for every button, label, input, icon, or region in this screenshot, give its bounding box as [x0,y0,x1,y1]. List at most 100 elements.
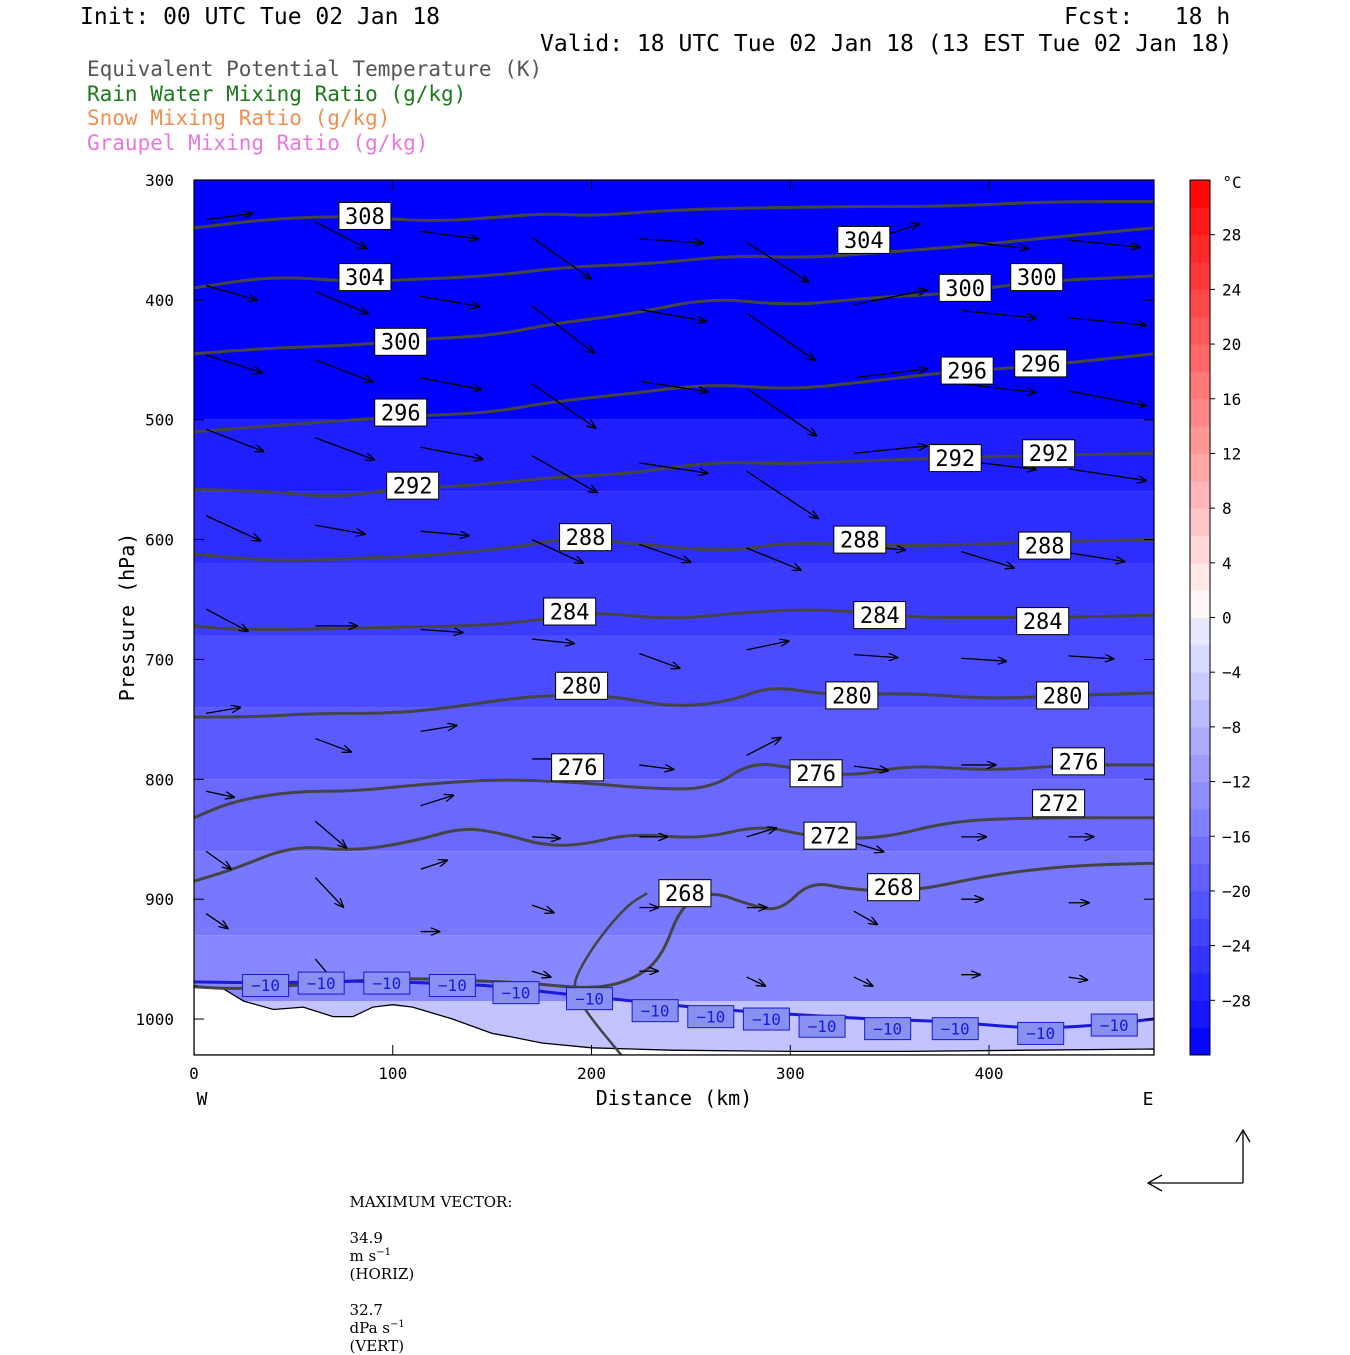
theta-e-label: 276 [1051,747,1105,776]
y-tick-label: 700 [145,650,174,669]
colorbar-unit: °C [1222,173,1241,192]
wind-vector [853,766,888,770]
colorbar-swatch [1190,617,1210,646]
colorbar-swatch [1190,234,1210,263]
svg-text:−10: −10 [307,974,336,993]
y-tick-label: 300 [145,171,174,190]
temperature-band [194,491,1154,564]
wind-vector [639,380,707,391]
wind-vector [961,550,1014,568]
wind-vector [639,462,707,473]
colorbar-tick-label: −24 [1222,937,1251,956]
colorbar-swatch [1190,918,1210,947]
svg-text:308: 308 [345,205,385,230]
isotherm-label: −10 [798,1014,846,1038]
init-time: Init: 00 UTC Tue 02 Jan 18 [80,4,441,30]
colorbar-swatch [1190,207,1210,236]
colorbar-tick-label: 24 [1222,280,1241,299]
svg-text:300: 300 [381,331,421,356]
wind-vector [205,428,263,451]
svg-text:−10: −10 [752,1010,781,1029]
svg-text:300: 300 [1017,266,1057,291]
wind-vector [205,214,253,221]
max-horiz-unit: m s [349,1247,377,1265]
theta-e-contour [194,816,1154,883]
svg-text:300: 300 [945,277,985,302]
colorbar-swatch [1190,1027,1210,1056]
svg-text:276: 276 [558,756,598,781]
svg-text:292: 292 [1029,442,1069,467]
colorbar-tick-label: 12 [1222,444,1241,463]
svg-text:272: 272 [810,825,850,850]
east-label: E [1143,1089,1154,1110]
wind-vector [314,877,343,907]
svg-text:288: 288 [566,526,606,551]
svg-text:276: 276 [796,762,836,787]
svg-text:272: 272 [1039,792,1079,817]
wind-vector [205,790,234,797]
west-label: W [197,1089,208,1110]
max-horiz-value: 34.9 [349,1229,383,1247]
wind-vector [1068,317,1147,325]
colorbar-tick-label: −8 [1222,718,1241,737]
plot-frame [193,179,1155,1056]
wind-vector [1068,656,1114,659]
colorbar-swatch [1190,672,1210,701]
temperature-band [194,563,1154,636]
svg-text:284: 284 [550,600,590,625]
colorbar-tick-label: −28 [1222,991,1251,1010]
terrain-surface [194,984,1154,1055]
wind-vector [853,290,927,306]
theta-e-label: 284 [543,597,597,626]
wind-vector [531,237,591,279]
wind-vector [1068,390,1147,406]
svg-text:284: 284 [1023,610,1063,635]
theta-e-label: 276 [789,759,843,788]
wind-vector [420,629,463,632]
theta-e-contour [194,226,1154,290]
colorbar-tick-label: −20 [1222,882,1251,901]
svg-text:296: 296 [1021,352,1061,377]
wind-vector [961,658,1006,661]
wind-vector [853,842,883,852]
colorbar-swatch [1190,890,1210,919]
isotherm-label: −10 [742,1007,790,1031]
wind-vector [746,738,781,756]
theta-e-label: 268 [867,873,921,902]
theta-e-label: 296 [1014,349,1068,378]
wind-vector [746,641,789,651]
theta-e-contour [194,352,1154,434]
isotherm-label: −10 [687,1005,735,1029]
legend-entry: Snow Mixing Ratio (g/kg) [87,106,391,130]
svg-text:276: 276 [1059,750,1099,775]
colorbar-swatch [1190,180,1210,208]
wind-vector [315,221,366,249]
colorbar-swatch [1190,836,1210,865]
isotherm-label: −10 [931,1017,979,1041]
wind-vector [420,446,483,459]
colorbar-swatch [1190,344,1210,372]
colorbar-swatch [1190,371,1210,400]
y-tick-label: 1000 [135,1010,174,1029]
svg-text:−10: −10 [1026,1024,1055,1043]
theta-e-label: 284 [853,601,907,630]
theta-e-label: 268 [658,879,712,908]
colorbar-swatch [1190,1000,1210,1029]
svg-text:−10: −10 [438,976,467,995]
wind-vector [853,910,877,924]
svg-text:−10: −10 [502,983,531,1002]
colorbar-swatch [1190,480,1210,509]
theta-e-label: 308 [338,201,392,230]
legend-entry: Graupel Mixing Ratio (g/kg) [87,130,429,155]
wind-vector [746,241,809,282]
wind-vector [853,976,873,986]
wind-vector [205,708,240,715]
wind-vector [420,795,454,807]
temperature-band [194,635,1154,708]
theta-e-label: 292 [1022,439,1076,468]
wind-vector [853,446,927,454]
wind-vector [746,828,776,838]
y-tick-label: 900 [145,890,174,909]
colorbar-tick-label: 8 [1222,499,1232,518]
